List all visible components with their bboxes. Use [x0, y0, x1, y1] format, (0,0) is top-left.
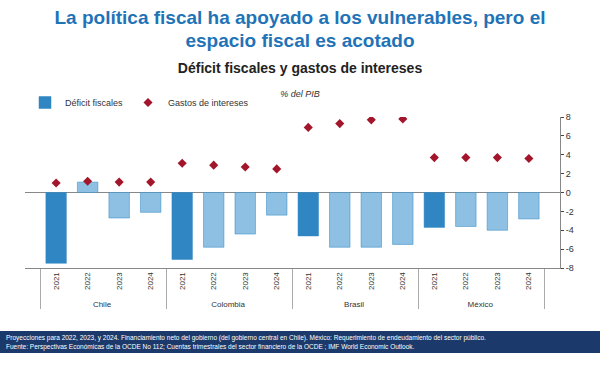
svg-text:Brasil: Brasil: [344, 300, 364, 309]
svg-text:-6: -6: [566, 244, 574, 254]
svg-text:Déficit fiscales: Déficit fiscales: [65, 98, 123, 108]
svg-text:2024: 2024: [272, 272, 281, 290]
svg-text:2021: 2021: [304, 272, 313, 290]
html-text:Proyecciones para 2022, 2023,: Proyecciones para 2022, 2023, y 2024. Fi…: [6, 334, 486, 341]
svg-text:2023: 2023: [241, 272, 250, 290]
html-text:Fuente: Perspectivas Económica: Fuente: Perspectivas Económicas de la OC…: [6, 343, 415, 350]
html-text:La política fiscal ha apoyado: La política fiscal ha apoyado a los vuln…: [54, 7, 546, 51]
svg-text:-2: -2: [566, 207, 574, 217]
svg-text:2024: 2024: [524, 272, 533, 290]
svg-text:-4: -4: [566, 225, 574, 235]
svg-text:2024: 2024: [146, 272, 155, 290]
svg-text:2024: 2024: [398, 272, 407, 290]
svg-text:2023: 2023: [367, 272, 376, 290]
svg-text:2022: 2022: [83, 272, 92, 290]
svg-text:2: 2: [566, 169, 571, 179]
svg-text:4: 4: [566, 150, 571, 160]
svg-text:2022: 2022: [209, 272, 218, 290]
svg-text:Déficit fiscales y gastos de i: Déficit fiscales y gastos de intereses: [178, 60, 423, 76]
svg-text:6: 6: [566, 131, 571, 141]
svg-text:-8: -8: [566, 263, 574, 273]
svg-text:0: 0: [566, 188, 571, 198]
svg-text:2022: 2022: [335, 272, 344, 290]
svg-text:2021: 2021: [178, 272, 187, 290]
svg-text:2023: 2023: [493, 272, 502, 290]
svg-text:Colombia: Colombia: [211, 300, 245, 309]
svg-text:2021: 2021: [52, 272, 61, 290]
svg-text:2021: 2021: [430, 272, 439, 290]
svg-text:2022: 2022: [461, 272, 470, 290]
svg-text:Chile: Chile: [93, 300, 112, 309]
svg-text:2023: 2023: [115, 272, 124, 290]
svg-text:México: México: [468, 300, 494, 309]
svg-text:8: 8: [566, 112, 571, 122]
svg-text:Gastos de intereses: Gastos de intereses: [168, 98, 249, 108]
svg-text:% del PIB: % del PIB: [280, 89, 320, 99]
